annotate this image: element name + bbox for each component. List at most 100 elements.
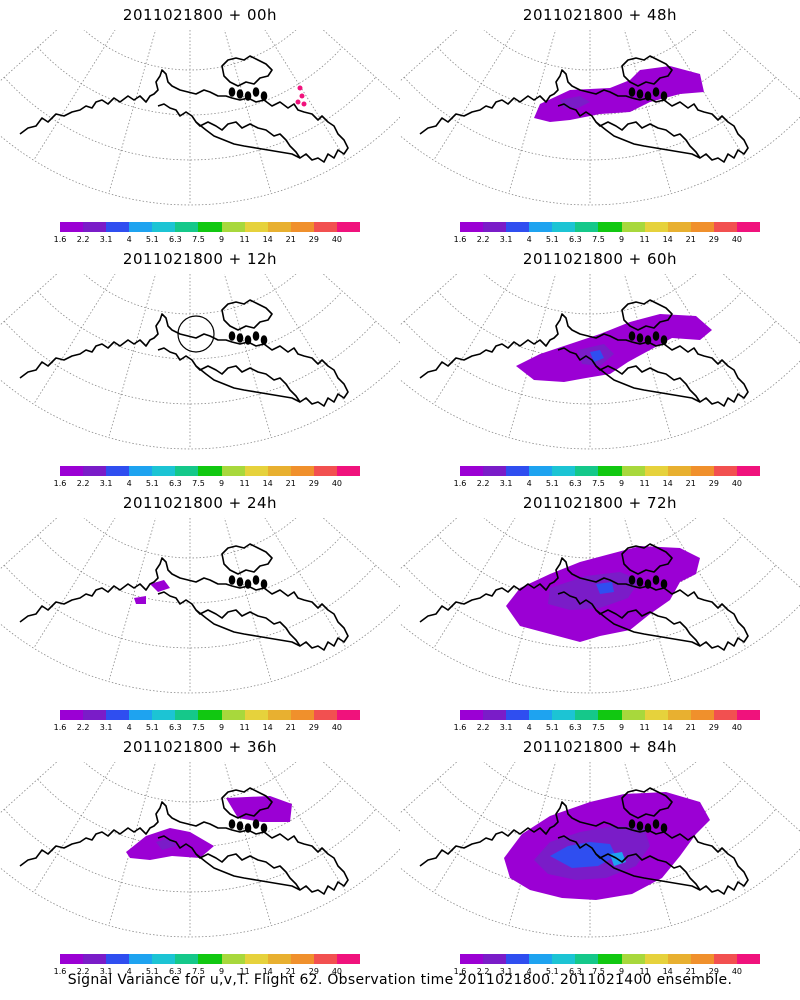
colorbar-label: 14 (662, 235, 673, 244)
colorbar-swatch (598, 710, 622, 720)
colorbar-label: 5.1 (145, 723, 159, 732)
colorbar (60, 954, 361, 964)
colorbar-label: 40 (731, 479, 743, 488)
colorbar-swatch (198, 466, 222, 476)
coastline (419, 299, 749, 407)
panel-60h: 2011021800 + 60h 1.6 2.2 3.1 4 5.1 6.3 7.5 9 11 1… (400, 244, 800, 488)
colorbar-label: 6.3 (569, 723, 582, 732)
colorbar-label: 2.2 (476, 479, 490, 488)
colorbar (460, 222, 761, 232)
colorbar-label: 6.3 (169, 479, 182, 488)
colorbar-swatch (106, 466, 130, 476)
colorbar-swatch (221, 466, 245, 476)
colorbar-label: 2.2 (76, 479, 90, 488)
colorbar-label: 6.3 (169, 967, 182, 976)
colorbar-label: 29 (708, 967, 719, 976)
colorbar-swatch (106, 710, 130, 720)
colorbar-swatch (152, 710, 176, 720)
colorbar-swatch (244, 954, 268, 964)
colorbar-label: 2.2 (76, 967, 90, 976)
colorbar-swatch (460, 222, 484, 232)
colorbar-label: 6.3 (169, 235, 182, 244)
colorbar-label: 14 (262, 967, 273, 976)
colorbar (460, 954, 761, 964)
colorbar-label: 5.1 (145, 967, 159, 976)
colorbar-swatch (644, 710, 668, 720)
colorbar-swatch (460, 710, 484, 720)
map (0, 518, 400, 694)
colorbar (60, 222, 361, 232)
colorbar-label: 9 (618, 235, 625, 244)
colorbar (60, 466, 361, 476)
colorbar-label: 14 (262, 479, 273, 488)
variance-region (550, 842, 616, 868)
colorbar-label: 21 (285, 723, 296, 732)
colorbar-swatch (175, 466, 199, 476)
colorbar-swatch (598, 222, 622, 232)
variance-region (560, 96, 590, 108)
colorbar-label: 3.1 (99, 723, 113, 732)
panel-84h: 2011021800 + 84h 1.6 2.2 3.1 4 5.1 6.3 7.5 9 11 1… (400, 732, 800, 976)
panel-title: 2011021800 + 36h (122, 738, 278, 756)
panel-title: 2011021800 + 60h (522, 250, 678, 268)
colorbar-label: 40 (331, 967, 343, 976)
panel-title: 2011021800 + 12h (122, 250, 278, 268)
colorbar-label: 29 (308, 235, 319, 244)
colorbar-swatch (313, 222, 337, 232)
colorbar-label: 11 (239, 235, 250, 244)
colorbar-swatch (152, 222, 176, 232)
colorbar-label: 5.1 (545, 967, 559, 976)
colorbar-label: 1.6 (453, 967, 467, 976)
colorbar-label: 1.6 (453, 479, 467, 488)
colorbar-labels: 1.6 2.2 3.1 4 5.1 6.3 7.5 9 11 14 21 29 40 (54, 723, 360, 733)
colorbar-swatch (83, 466, 107, 476)
colorbar-swatch (690, 954, 714, 964)
graticule (0, 30, 400, 206)
colorbar-label: 11 (639, 235, 650, 244)
colorbar-label: 9 (218, 723, 225, 732)
colorbar-label: 14 (262, 235, 273, 244)
colorbar-swatch (152, 466, 176, 476)
colorbar-label: 7.5 (192, 723, 205, 732)
observation-point (299, 93, 305, 99)
colorbar-swatch (621, 222, 645, 232)
colorbar-label: 11 (639, 723, 650, 732)
colorbar-label: 3.1 (99, 967, 113, 976)
panel-24h: 2011021800 + 24h 1.6 2.2 3.1 4 5.1 6.3 7.5 9 11 1… (0, 488, 400, 732)
colorbar-swatch (221, 954, 245, 964)
colorbar-label: 14 (662, 479, 673, 488)
colorbar-label: 4 (526, 967, 532, 976)
colorbar-label: 4 (126, 967, 132, 976)
colorbar-swatch (290, 222, 314, 232)
colorbar-label: 9 (618, 967, 625, 976)
colorbar-label: 9 (218, 235, 225, 244)
colorbar-swatch (313, 466, 337, 476)
colorbar-swatch (736, 466, 761, 476)
panel-00h: 2011021800 + 00h 1.6 2.2 3.1 4 5.1 6.3 7.5 9 11 1… (0, 0, 400, 244)
colorbar-label: 40 (731, 967, 743, 976)
colorbar-swatch (552, 466, 576, 476)
map (0, 274, 400, 450)
colorbar-label: 40 (331, 235, 343, 244)
coastline (419, 55, 749, 163)
colorbar-label: 2.2 (76, 235, 90, 244)
colorbar-swatch (152, 954, 176, 964)
colorbar-swatch (83, 222, 107, 232)
colorbar-label: 29 (708, 235, 719, 244)
colorbar-swatch (60, 222, 84, 232)
colorbar-swatch (575, 466, 599, 476)
colorbar-swatch (575, 222, 599, 232)
coastline (19, 55, 349, 163)
colorbar-swatch (667, 710, 691, 720)
colorbar-label: 21 (685, 479, 696, 488)
colorbar-label: 11 (639, 479, 650, 488)
colorbar-label: 3.1 (499, 723, 513, 732)
colorbar-label: 29 (308, 723, 319, 732)
colorbar-swatch (60, 710, 84, 720)
map (400, 30, 800, 206)
panel-36h: 2011021800 + 36h 1.6 2.2 3.1 4 5.1 6.3 7.5 9 11 1… (0, 732, 400, 976)
panel-title: 2011021800 + 48h (522, 6, 678, 24)
colorbar-swatch (483, 954, 507, 964)
colorbar-label: 21 (285, 479, 296, 488)
colorbar-label: 7.5 (192, 235, 205, 244)
